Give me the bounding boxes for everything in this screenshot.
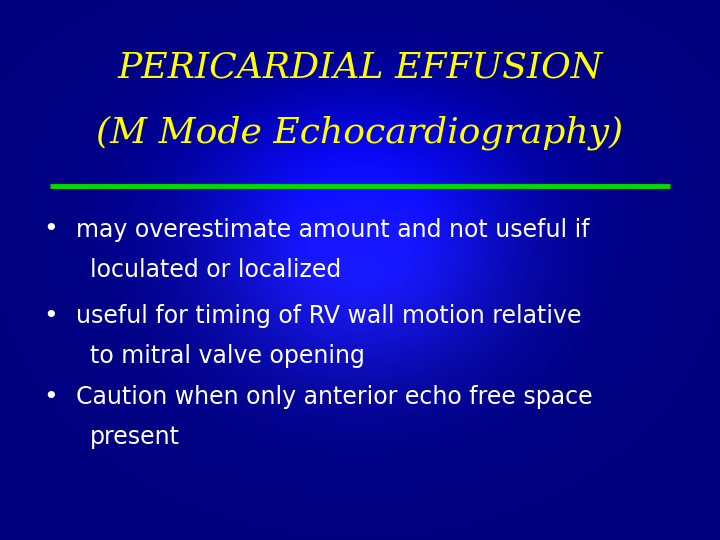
Text: •: • bbox=[43, 385, 58, 409]
Text: loculated or localized: loculated or localized bbox=[90, 258, 341, 282]
Text: useful for timing of RV wall motion relative: useful for timing of RV wall motion rela… bbox=[76, 304, 581, 328]
Text: PERICARDIAL EFFUSION: PERICARDIAL EFFUSION bbox=[117, 51, 603, 84]
Text: Caution when only anterior echo free space: Caution when only anterior echo free spa… bbox=[76, 385, 593, 409]
Text: to mitral valve opening: to mitral valve opening bbox=[90, 345, 365, 368]
Text: present: present bbox=[90, 426, 180, 449]
Text: •: • bbox=[43, 304, 58, 328]
Text: may overestimate amount and not useful if: may overestimate amount and not useful i… bbox=[76, 218, 589, 241]
Text: •: • bbox=[43, 218, 58, 241]
Text: (M Mode Echocardiography): (M Mode Echocardiography) bbox=[96, 115, 624, 150]
